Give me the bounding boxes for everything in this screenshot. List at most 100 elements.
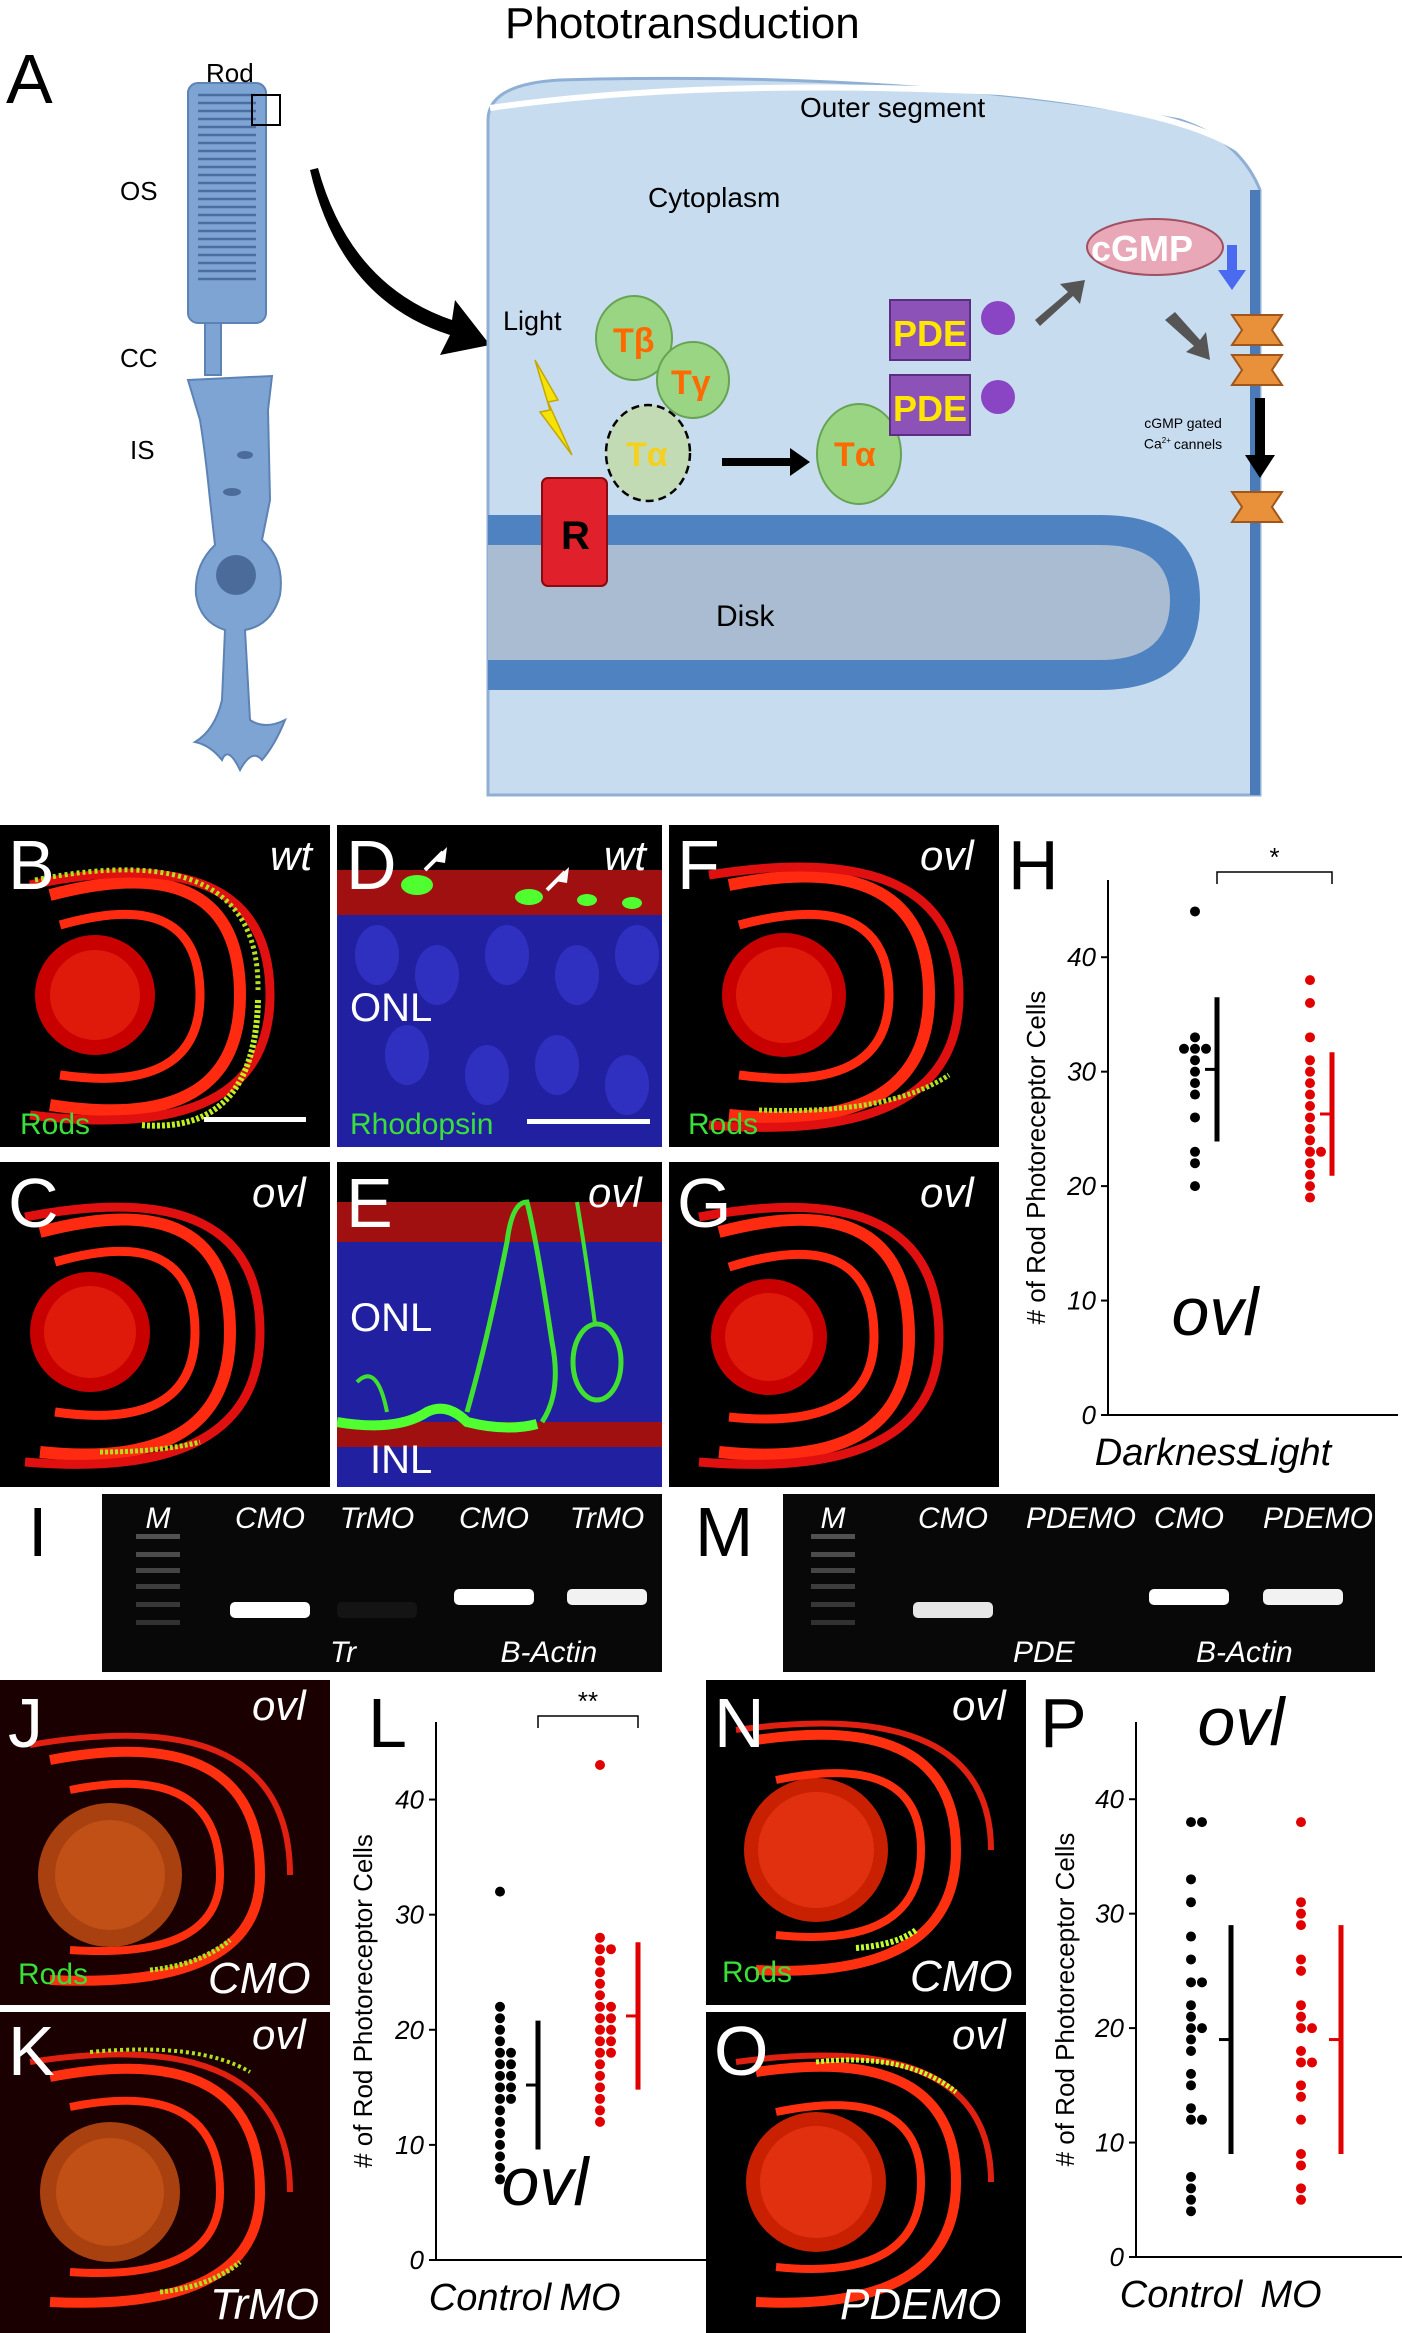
t-alpha-2-label: Tα: [834, 436, 876, 474]
ladder-band: [811, 1552, 855, 1557]
data-point: [1197, 2114, 1207, 2125]
gel-gene2-label: B-Actin: [500, 1636, 598, 1669]
data-point: [1305, 1055, 1315, 1066]
data-point: [1296, 2023, 1306, 2034]
retina-image-d: [337, 825, 662, 1147]
data-point: [595, 2093, 605, 2104]
pde-2: [889, 374, 971, 436]
category-label: Light: [1249, 1432, 1333, 1474]
micrograph-j: [0, 1680, 330, 2005]
data-point: [595, 2024, 605, 2035]
treatment-n: CMO: [910, 1952, 1013, 2001]
data-point: [1305, 1066, 1315, 1077]
data-point: [1305, 1181, 1315, 1192]
pde-2-label: PDE: [893, 388, 968, 429]
data-point: [495, 2070, 505, 2081]
data-point: [1296, 1908, 1306, 1919]
data-point: [1296, 2080, 1306, 2091]
pde-subunit-2: [981, 380, 1015, 414]
ladder-band: [811, 1534, 855, 1539]
cgmp-label: cGMP: [1091, 228, 1194, 269]
gel-lane-label: PDEMO: [1263, 1502, 1374, 1535]
data-point: [1296, 1954, 1306, 1965]
data-point: [1197, 1817, 1207, 1828]
cgmp-ellipse: [1086, 218, 1224, 276]
disk-label: Disk: [716, 600, 775, 633]
data-point: [1305, 1032, 1315, 1043]
eye-image-b: [29, 867, 275, 1129]
micrograph-f: [669, 825, 999, 1147]
gel-gene1-label: Tr: [330, 1636, 357, 1669]
data-point: [506, 2093, 516, 2104]
data-point: [1190, 906, 1200, 917]
arrow-4: [1245, 398, 1275, 478]
micrograph-g: [669, 1162, 999, 1487]
data-point: [1186, 1931, 1196, 1942]
data-point: [495, 2001, 505, 2012]
gel-lane-label: M: [145, 1502, 171, 1535]
retina-image-e: [337, 1162, 662, 1487]
gel-lane-label: CMO: [918, 1502, 988, 1535]
data-point: [606, 2024, 616, 2035]
data-point: [1305, 1169, 1315, 1180]
t-alpha-label: Tα: [626, 436, 668, 474]
gel-lane-label: M: [820, 1502, 846, 1535]
stain-j: Rods: [18, 1958, 89, 1991]
data-point: [595, 1978, 605, 1989]
cc-label: CC: [120, 343, 158, 373]
panel-label-h: H: [1008, 826, 1059, 904]
eye-image-n: [735, 1720, 994, 1976]
data-point: [1186, 2194, 1196, 2205]
gel-i: M CMO TrMO CMO TrMO Tr B-Actin: [102, 1494, 662, 1672]
data-point: [1186, 2103, 1196, 2114]
layer-d: ONL: [350, 986, 433, 1030]
data-point: [1201, 1043, 1211, 1054]
data-point: [1186, 1897, 1196, 1908]
panel-label-m: M: [695, 1493, 754, 1571]
disk-lumen: [488, 545, 1170, 660]
panel-label-e: E: [346, 1164, 393, 1242]
data-point: [1296, 2091, 1306, 2102]
data-point: [1186, 1954, 1196, 1965]
zoom-box: [251, 94, 281, 126]
eye-image-g: [698, 1202, 944, 1469]
gel-lane-label: TrMO: [339, 1502, 415, 1535]
scale-bar-b: [204, 1117, 306, 1122]
scatter-chart-p: 0 10 20 30 40 # of Rod Photoreceptor Cells Con…: [1050, 1684, 1402, 2316]
data-point: [506, 2082, 516, 2093]
data-point: [1296, 2194, 1306, 2205]
data-point: [1186, 2023, 1196, 2034]
gel-band: [1149, 1589, 1229, 1605]
rod-disks: [198, 93, 256, 281]
genotype-f: ovl: [920, 832, 974, 879]
panel-label-f: F: [677, 826, 720, 904]
stain-b: Rods: [20, 1108, 91, 1141]
data-point: [595, 1955, 605, 1966]
data-point: [595, 2013, 605, 2024]
panel-label-j: J: [8, 1684, 43, 1762]
data-point: [1190, 1181, 1200, 1192]
ladder-band: [811, 1602, 855, 1607]
gel-lane-label: TrMO: [569, 1502, 645, 1535]
data-point: [1296, 2011, 1306, 2022]
gel-lane-label: CMO: [459, 1502, 529, 1535]
ladder-band: [136, 1602, 180, 1607]
treatment-k: TrMO: [210, 2280, 320, 2329]
data-point: [495, 2047, 505, 2058]
panel-label-p: P: [1040, 1684, 1087, 1762]
panel-label-i: I: [28, 1493, 48, 1571]
y-tick-label: 40: [395, 1785, 424, 1815]
pde-subunit-1: [981, 301, 1015, 335]
y-tick-label: 20: [1066, 1171, 1096, 1201]
ladder-band: [136, 1534, 180, 1539]
data-point: [1296, 2183, 1306, 2194]
data-point: [495, 2059, 505, 2070]
gel-image: [811, 1534, 1343, 1625]
ladder-band: [136, 1620, 180, 1625]
data-point: [495, 1886, 505, 1897]
rhodopsin: [541, 477, 608, 587]
light-label: Light: [503, 306, 562, 336]
micrograph-k: [0, 2012, 330, 2333]
panel-label-o: O: [714, 2012, 769, 2090]
is-label: IS: [130, 435, 155, 465]
